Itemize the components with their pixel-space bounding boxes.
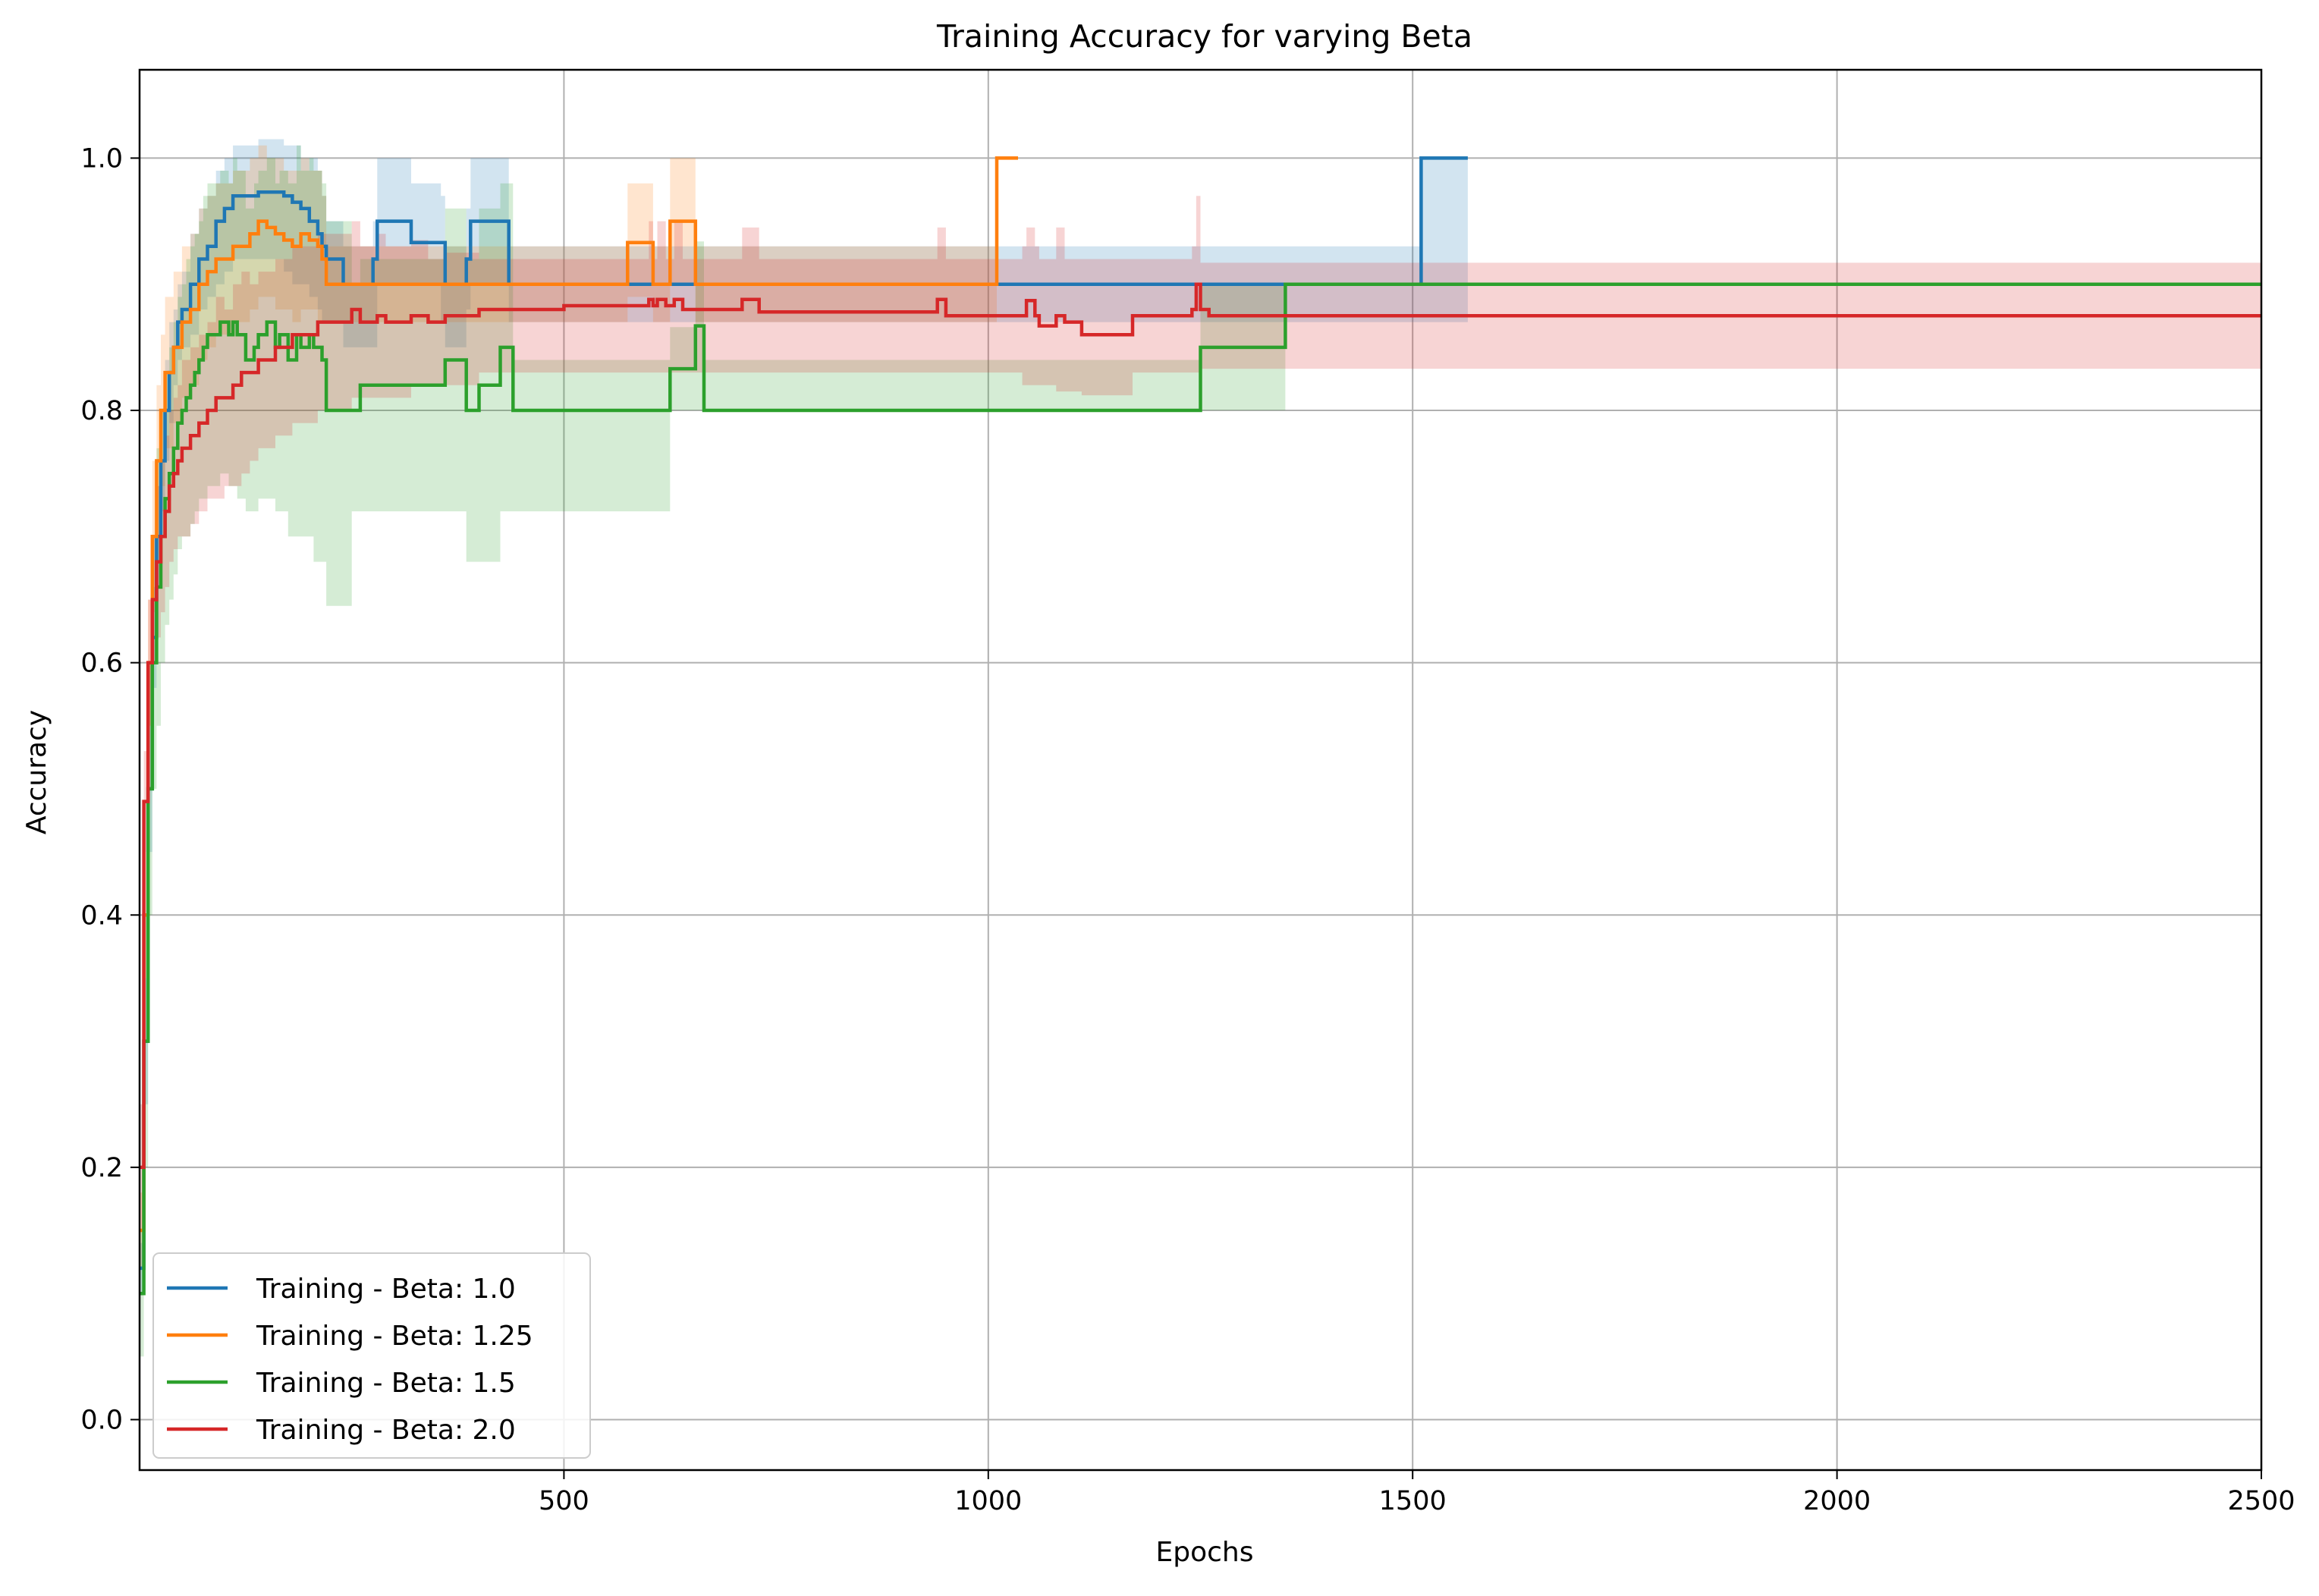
x-tick-label: 2500 [2227, 1486, 2295, 1516]
legend-label: Training - Beta: 1.0 [256, 1274, 516, 1305]
x-axis-label: Epochs [1156, 1537, 1254, 1568]
legend-box [152, 1252, 591, 1459]
legend-label: Training - Beta: 2.0 [256, 1415, 516, 1446]
plot-frame [138, 68, 2263, 1472]
y-tick-label: 0.6 [80, 649, 123, 679]
series-line-3 [140, 282, 2261, 1296]
x-tick-label: 2000 [1803, 1486, 1871, 1516]
x-tick-label: 1000 [954, 1486, 1022, 1516]
confidence-band-4 [140, 196, 2261, 1230]
series-lines [140, 156, 2261, 1296]
legend-label: Training - Beta: 1.5 [256, 1368, 516, 1399]
confidence-band-1 [140, 139, 1468, 1294]
y-tick-label: 0.2 [80, 1153, 123, 1183]
x-tick-label: 1500 [1379, 1486, 1447, 1516]
y-tick-label: 0.8 [80, 396, 123, 426]
series-line-2 [140, 156, 1018, 1233]
legend: Training - Beta: 1.0 Training - Beta: 1.2… [152, 1252, 591, 1459]
series-line-4 [140, 282, 2261, 1170]
y-axis-label: Accuracy [21, 710, 52, 834]
y-tick-label: 0.0 [80, 1405, 123, 1435]
axis-ticks: 500 1000 1500 2000 2500 0.0 0.2 0.4 0.6 0.8 1.0 [80, 143, 2295, 1516]
y-tick-label: 0.4 [80, 900, 123, 931]
legend-label: Training - Beta: 1.25 [256, 1321, 533, 1352]
chart-title: Training Accuracy for varying Beta [936, 18, 1472, 55]
x-tick-label: 500 [539, 1486, 589, 1516]
y-tick-label: 1.0 [80, 143, 123, 174]
